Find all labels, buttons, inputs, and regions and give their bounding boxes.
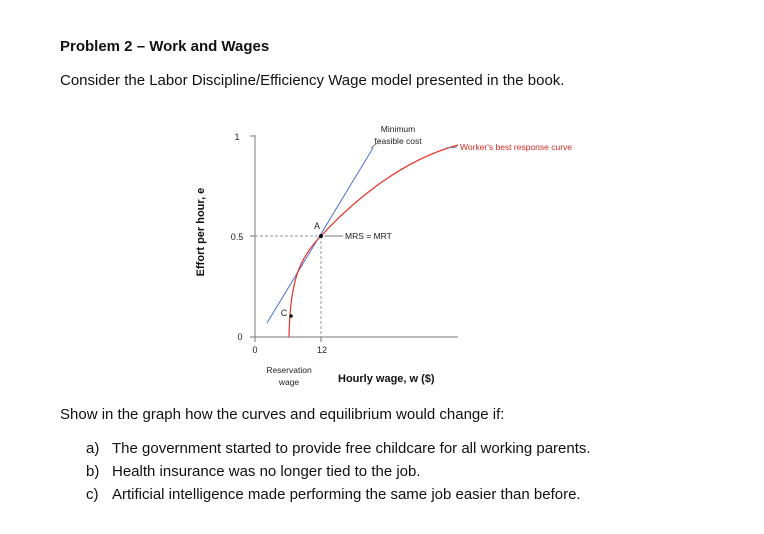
best-response-curve	[288, 144, 459, 338]
x-tick-label-12: 12	[317, 345, 327, 355]
part-b-text: Health insurance was no longer tied to t…	[112, 463, 421, 480]
y-tick-label-1: 1	[234, 132, 239, 142]
reservation-wage-label-2: wage	[278, 377, 300, 387]
part-c-text: Artificial intelligence made performing …	[112, 486, 581, 503]
point-c-label: C	[281, 308, 288, 318]
problem-intro: Consider the Labor Discipline/Efficiency…	[60, 72, 565, 89]
y-axis-title: Effort per hour, e	[195, 188, 207, 277]
y-tick-label-05: 0.5	[231, 232, 244, 242]
feasible-line-pointer	[370, 139, 382, 149]
best-response-label: Worker's best response curve	[460, 142, 572, 152]
reservation-wage-label-1: Reservation	[266, 365, 312, 375]
y-tick-label-0: 0	[237, 332, 242, 342]
part-a-text: The government started to provide free c…	[112, 440, 591, 457]
question-prompt: Show in the graph how the curves and equ…	[60, 406, 505, 423]
best-response-pointer	[445, 146, 458, 149]
question-part-b: b) Health insurance was no longer tied t…	[86, 463, 591, 486]
part-c-label: c)	[86, 486, 99, 503]
question-parts-list: a) The government started to provide fre…	[86, 440, 591, 509]
feasible-line-label-1: Minimum	[381, 124, 415, 134]
feasible-line-label-2: feasible cost	[374, 136, 422, 146]
question-part-a: a) The government started to provide fre…	[86, 440, 591, 463]
point-c-marker	[289, 314, 293, 318]
problem-heading: Problem 2 – Work and Wages	[60, 38, 270, 55]
point-a-label: A	[314, 221, 320, 231]
part-b-label: b)	[86, 463, 100, 480]
point-a-marker	[319, 234, 323, 238]
question-part-c: c) Artificial intelligence made performi…	[86, 486, 591, 509]
x-tick-label-0: 0	[252, 345, 257, 355]
part-a-label: a)	[86, 440, 100, 457]
tangency-label: MRS = MRT	[345, 231, 392, 241]
x-axis-title: Hourly wage, w ($)	[338, 373, 435, 385]
